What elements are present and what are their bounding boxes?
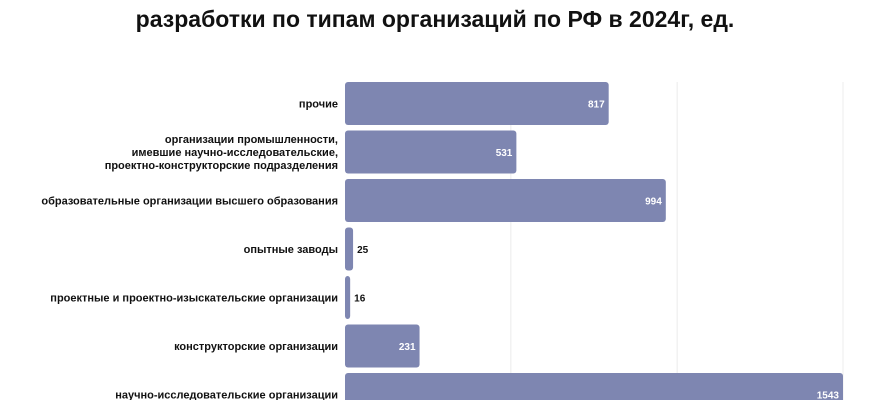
category-label-1: организации промышленности, имевшие научн… [105,134,338,172]
value-label-6: 1543 [817,391,840,400]
value-label-0: 817 [588,100,605,111]
value-label-4: 16 [354,294,366,305]
category-label-5: конструкторские организации [174,341,338,353]
category-labels: прочие организации промышленности, имевшие… [41,99,338,400]
category-label-3: опытные заводы [244,244,338,256]
value-labels: 817 531 994 25 16 231 1543 [354,100,839,400]
category-label-0: прочие [299,99,338,111]
value-label-5: 231 [399,342,416,353]
chart-title: разработки по типам организаций по РФ в … [135,6,735,32]
bar-3 [345,227,354,271]
bars [345,82,843,400]
bar-4 [345,276,351,319]
category-label-2: образовательные организации высшего обра… [41,196,338,208]
value-label-1: 531 [496,148,513,159]
value-label-2: 994 [645,197,662,208]
bar-2 [345,179,666,222]
category-label-6: научно-исследовательские организации [115,390,338,400]
gridlines [510,82,844,400]
category-label-4: проектные и проектно-изыскательские орга… [50,293,338,305]
bar-1 [345,130,517,174]
bar-5 [345,324,420,368]
bar-6 [345,373,843,400]
value-label-3: 25 [357,245,369,256]
bar-0 [345,82,609,125]
